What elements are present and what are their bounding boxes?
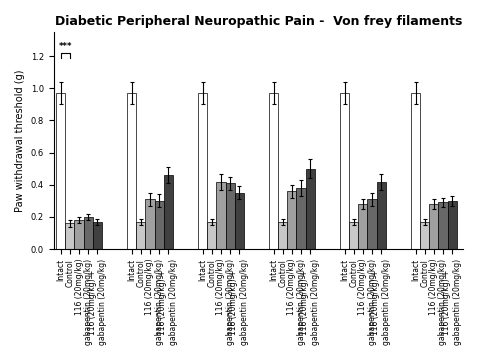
Y-axis label: Paw withdrawal threshold (g): Paw withdrawal threshold (g)	[15, 69, 25, 212]
Bar	[349, 222, 358, 249]
Bar	[269, 93, 278, 249]
Bar	[278, 222, 287, 249]
Bar	[411, 93, 420, 249]
Bar	[429, 204, 438, 249]
Text: ***: ***	[59, 42, 72, 51]
Bar	[447, 201, 456, 249]
Title: Diabetic Peripheral Neuropathic Pain -  Von frey filaments: Diabetic Peripheral Neuropathic Pain - V…	[54, 15, 462, 28]
Bar	[127, 93, 136, 249]
Bar	[305, 169, 315, 249]
Bar	[136, 222, 145, 249]
Bar	[93, 222, 102, 249]
Bar	[235, 193, 244, 249]
Bar	[56, 93, 65, 249]
Bar	[163, 175, 173, 249]
Bar	[340, 93, 349, 249]
Bar	[296, 188, 305, 249]
Bar	[217, 181, 226, 249]
Bar	[154, 201, 163, 249]
Bar	[377, 181, 386, 249]
Bar	[207, 222, 217, 249]
Bar	[65, 224, 75, 249]
Bar	[358, 204, 368, 249]
Bar	[287, 191, 296, 249]
Bar	[198, 93, 207, 249]
Bar	[438, 202, 447, 249]
Bar	[75, 220, 84, 249]
Bar	[145, 199, 154, 249]
Bar	[84, 217, 93, 249]
Bar	[368, 199, 377, 249]
Bar	[226, 183, 235, 249]
Bar	[420, 222, 429, 249]
